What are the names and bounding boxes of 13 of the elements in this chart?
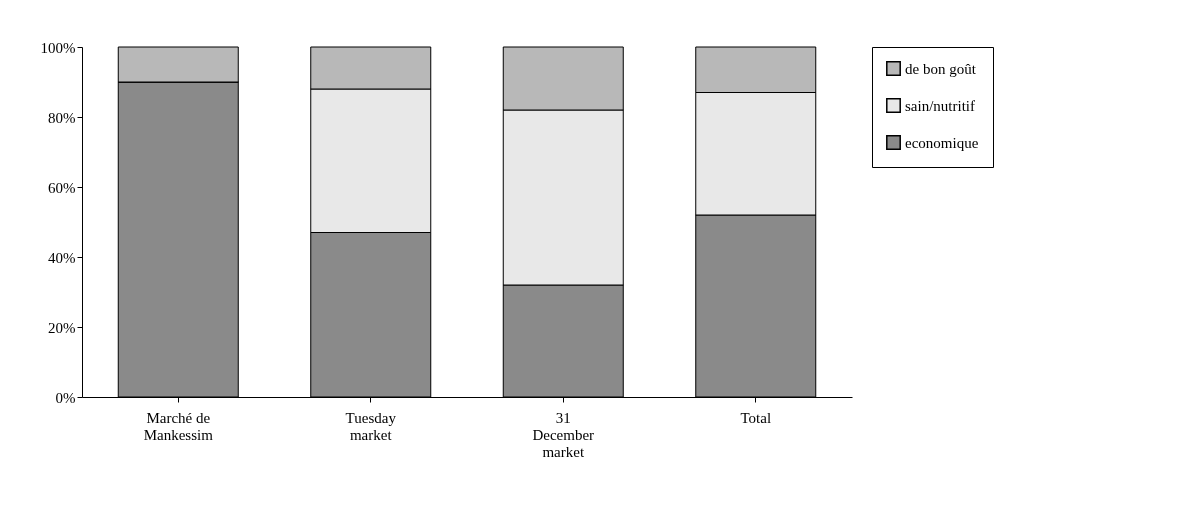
x-tick-label: Tuesday market [345,409,397,443]
y-tick-label: 20% [48,319,76,336]
y-tick-label: 0% [55,389,76,406]
x-tick-label: Marché de Mankessim [143,409,214,443]
y-tick-label: 100% [40,39,76,56]
legend-label: sain/nutritif [905,97,975,114]
y-tick-label: 60% [48,179,76,196]
legend-label: de bon goût [905,60,977,77]
y-tick-label: 40% [48,249,76,266]
legend-label: economique [905,134,979,151]
x-tick-label: 31 December market [532,409,595,460]
x-tick-label: Total [740,409,772,426]
y-tick-label: 80% [48,109,76,126]
